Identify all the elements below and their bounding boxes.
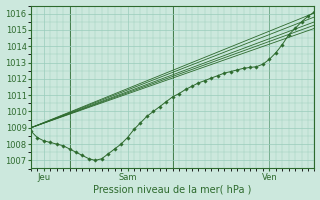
X-axis label: Pression niveau de la mer( hPa ): Pression niveau de la mer( hPa ) [93,184,252,194]
